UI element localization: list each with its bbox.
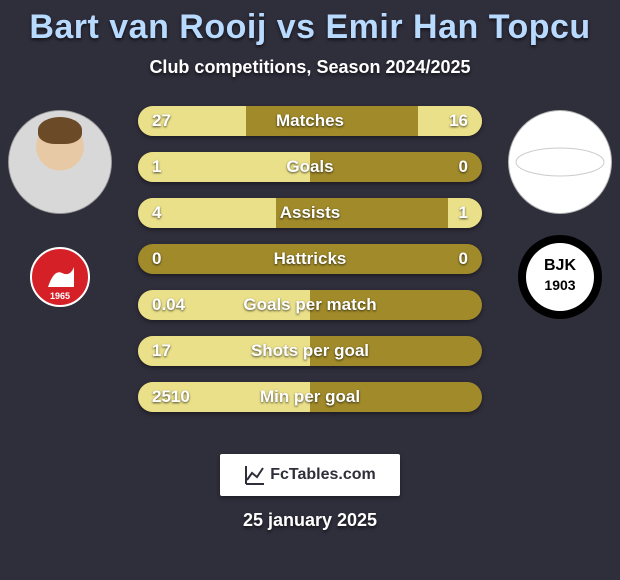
stat-value-left: 0 [152,249,161,269]
stat-value-left: 27 [152,111,171,131]
stat-row-matches: 27 Matches 16 [138,106,482,136]
left-player-photo [8,110,112,214]
svg-text:BJK: BJK [544,257,576,274]
stat-label: Matches [276,111,344,131]
svg-text:1965: 1965 [50,291,70,301]
stat-value-left: 17 [152,341,171,361]
left-player-column: 1965 [0,106,120,320]
stat-label: Goals [286,157,333,177]
stat-value-right: 1 [459,203,468,223]
subtitle: Club competitions, Season 2024/2025 [0,57,620,78]
stat-label: Min per goal [260,387,360,407]
stat-row-min-per-goal: 2510 Min per goal [138,382,482,412]
stat-value-left: 1 [152,157,161,177]
comparison-arena: 1965 BJK 1903 27 Matches 16 1 Goals 0 4 Assists… [0,106,620,436]
stat-value-left: 0.04 [152,295,185,315]
brand-text: FcTables.com [270,466,376,484]
stat-label: Goals per match [243,295,376,315]
stat-bars: 27 Matches 16 1 Goals 0 4 Assists 1 0 Hattricks 0 0.… [138,106,482,428]
stat-row-hattricks: 0 Hattricks 0 [138,244,482,274]
right-player-photo [508,110,612,214]
right-player-column: BJK 1903 [500,106,620,320]
stat-value-left: 2510 [152,387,190,407]
stat-value-right: 0 [459,157,468,177]
stat-label: Assists [280,203,340,223]
stat-value-left: 4 [152,203,161,223]
brand-badge: FcTables.com [220,454,400,496]
stat-row-goals-per-match: 0.04 Goals per match [138,290,482,320]
right-club-logo: BJK 1903 [517,234,603,320]
left-club-logo: 1965 [17,234,103,320]
stat-value-right: 0 [459,249,468,269]
stat-row-shots-per-goal: 17 Shots per goal [138,336,482,366]
date-text: 25 january 2025 [0,510,620,531]
chart-icon [244,464,266,486]
page-title: Bart van Rooij vs Emir Han Topcu [0,0,620,47]
stat-label: Shots per goal [251,341,369,361]
bar-fill-left [138,152,310,182]
stat-label: Hattricks [274,249,347,269]
stat-row-assists: 4 Assists 1 [138,198,482,228]
svg-text:1903: 1903 [544,277,575,293]
stat-row-goals: 1 Goals 0 [138,152,482,182]
stat-value-right: 16 [449,111,468,131]
